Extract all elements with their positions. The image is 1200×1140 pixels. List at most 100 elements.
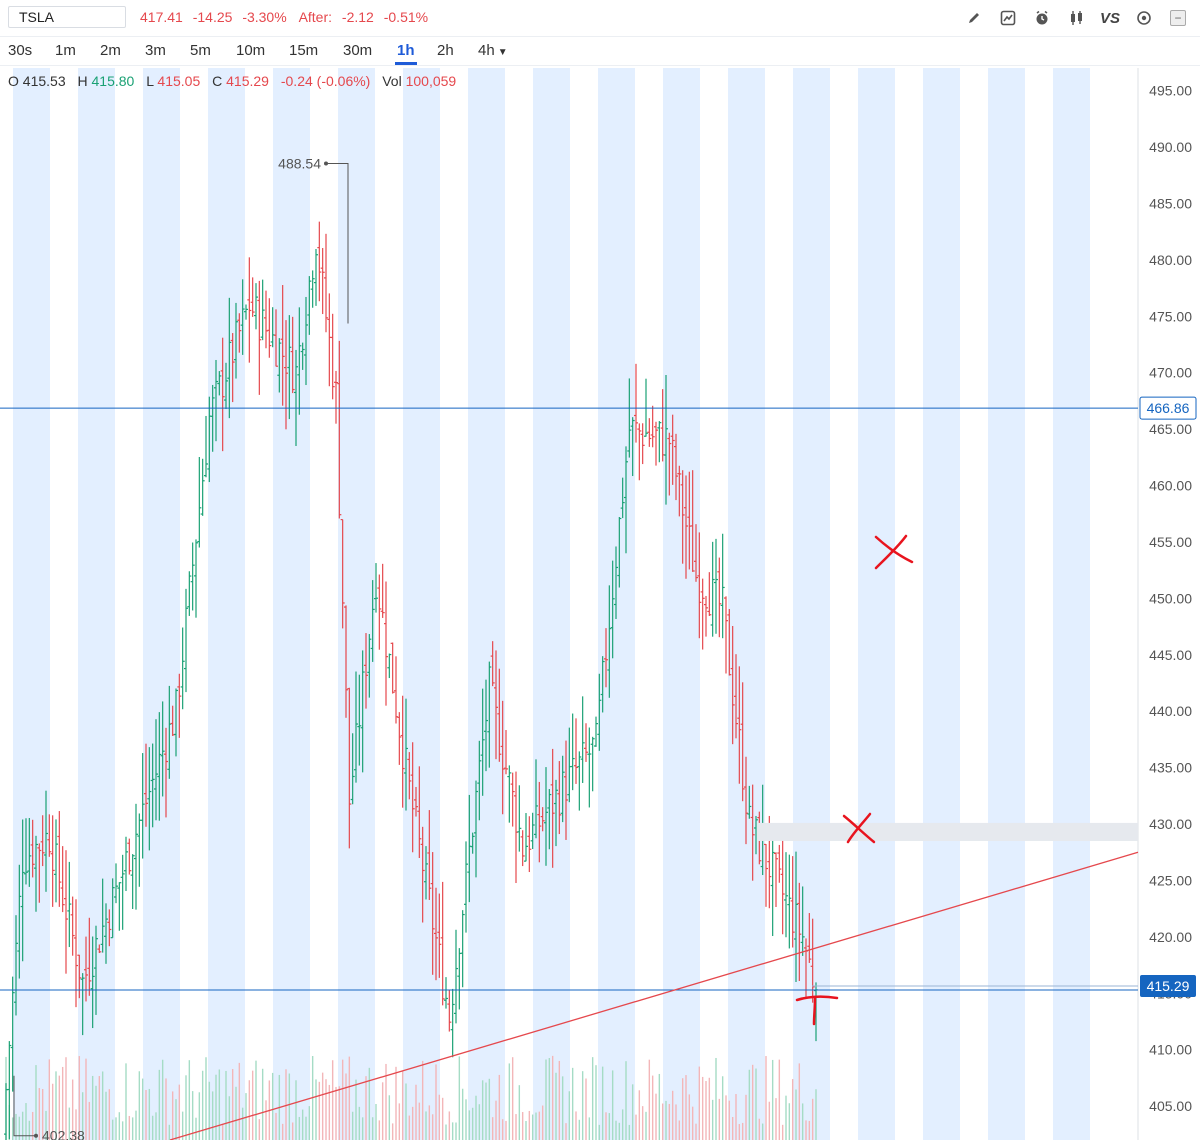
ohlc-bar	[394, 656, 398, 724]
vs-compare-icon[interactable]: VS	[1100, 9, 1121, 27]
chart-trend-icon[interactable]	[998, 8, 1018, 28]
ohlc-bar	[504, 730, 508, 775]
ohlc-bar	[464, 841, 468, 933]
price-tick-label: 455.00	[1149, 534, 1192, 550]
tf-15m[interactable]: 15m	[289, 42, 319, 59]
ohlc-bar	[474, 780, 478, 878]
ohlc-bar	[67, 861, 72, 948]
price-tick-label: 410.00	[1149, 1042, 1192, 1058]
tf-5m[interactable]: 5m	[190, 42, 211, 59]
tf-2h[interactable]: 2h	[437, 42, 454, 59]
ohlc-bar	[324, 233, 328, 333]
ohlc-bar	[204, 415, 208, 478]
ohlc-bar	[330, 313, 335, 400]
ohlc-bar	[10, 976, 15, 1092]
ohlc-bar	[257, 280, 262, 395]
ohlc-bar	[697, 532, 702, 639]
ohlc-bar	[714, 538, 718, 634]
tf-1h[interactable]: 1h	[395, 42, 416, 65]
ohlc-bar	[127, 838, 132, 875]
ohlc-bar	[344, 605, 348, 718]
open-label: O	[8, 73, 19, 89]
ohlc-bar	[277, 338, 282, 393]
session-band	[663, 68, 700, 1140]
price-tick-label: 450.00	[1149, 590, 1192, 606]
ohlc-bar	[674, 433, 678, 501]
tf-30s[interactable]: 30s	[8, 42, 33, 59]
ohlc-bar	[654, 421, 658, 466]
ohlc-bar	[790, 856, 795, 948]
price-tick-label: 475.00	[1149, 308, 1192, 324]
minimize-icon[interactable]: −	[1168, 8, 1188, 28]
tf-10m[interactable]: 10m	[236, 42, 266, 59]
ohlc-bar	[747, 785, 752, 819]
candlestick-icon[interactable]	[1066, 8, 1086, 28]
ohlc-bar	[444, 977, 448, 1009]
ohlc-bar	[514, 771, 518, 884]
ohlc-bar	[770, 825, 775, 937]
ohlc-bar	[534, 759, 538, 839]
last-price: 417.41	[140, 9, 183, 25]
ohlc-bar	[664, 374, 668, 505]
ohlc-bar	[527, 816, 532, 873]
ohlc-bar	[14, 915, 18, 1016]
ohlc-bar	[180, 627, 185, 710]
tf-1m[interactable]: 1m	[55, 42, 76, 59]
ohlc-bar	[737, 666, 742, 784]
ohlc-bar	[294, 349, 298, 446]
session-band	[403, 68, 440, 1140]
high-label: H	[77, 73, 88, 89]
pencil-icon[interactable]	[964, 8, 984, 28]
ohlc-bar	[50, 815, 55, 907]
ohlc-bar	[240, 279, 245, 355]
ohlc-bar	[587, 727, 592, 808]
alarm-icon[interactable]	[1032, 8, 1052, 28]
tf-30m[interactable]: 30m	[343, 42, 373, 59]
ohlc-bar	[657, 421, 662, 463]
quote-summary: 417.41 -14.25 -3.30% After: -2.12 -0.51%	[140, 9, 434, 25]
chevron-down-icon: ▼	[497, 47, 508, 58]
ohlc-bar	[774, 852, 778, 907]
tf-4h[interactable]: 4h ▼	[478, 42, 508, 59]
ohlc-bar	[360, 650, 365, 773]
session-band	[988, 68, 1025, 1140]
ohlc-bar	[274, 309, 278, 367]
ohlc-bar	[597, 673, 602, 751]
ohlc-bar	[627, 378, 632, 458]
ohlc-bar	[424, 846, 428, 900]
ohlc-bar	[637, 423, 642, 481]
ohlc-bar	[347, 687, 352, 849]
ohlc-bar	[190, 542, 195, 611]
change-value: -0.24 (-0.06%)	[280, 73, 371, 89]
high-value: 415.80	[91, 73, 135, 89]
price-tick-label: 465.00	[1149, 421, 1192, 437]
tf-3m[interactable]: 3m	[145, 42, 166, 59]
session-band	[923, 68, 960, 1140]
price-change-pct: -3.30%	[242, 9, 287, 25]
ohlc-bar	[247, 257, 252, 363]
last-price-label: 415.29	[1147, 978, 1190, 994]
ohlc-bar	[810, 918, 815, 1003]
price-tick-label: 495.00	[1149, 83, 1192, 99]
ohlc-bar	[104, 903, 108, 964]
ohlc-bar	[390, 642, 395, 694]
ohlc-bar	[357, 674, 362, 766]
ohlc-bar	[800, 886, 805, 956]
ohlc-bar	[267, 298, 272, 358]
ohlc-bar	[630, 417, 635, 477]
ohlc-bar	[260, 279, 265, 341]
after-hours-pct: -0.51%	[383, 9, 429, 25]
ohlc-bar	[377, 574, 382, 650]
ohlc-bar	[777, 844, 782, 883]
ohlc-bar	[154, 719, 158, 821]
ohlc-bar	[807, 913, 812, 963]
settings-icon[interactable]	[1134, 8, 1154, 28]
ohlc-bar	[557, 761, 562, 835]
ohlc-bar	[497, 668, 502, 762]
symbol-input[interactable]: TSLA	[8, 6, 126, 28]
price-tick-label: 490.00	[1149, 139, 1192, 155]
tf-2m[interactable]: 2m	[100, 42, 121, 59]
ohlc-bar	[167, 685, 172, 779]
ohlc-bar	[370, 580, 375, 662]
